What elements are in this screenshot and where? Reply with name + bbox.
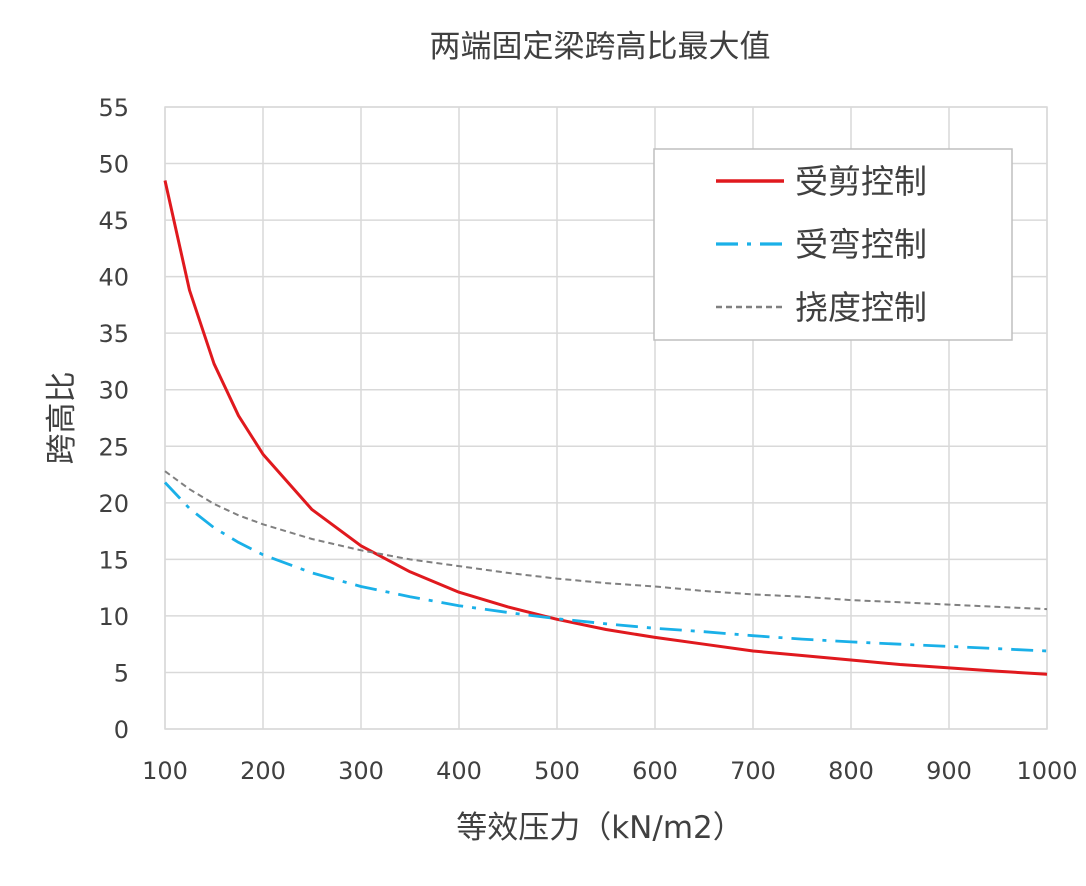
y-tick-label: 15 — [98, 546, 129, 574]
y-tick-label: 50 — [98, 151, 129, 179]
x-tick-labels: 100 200 300 400 500 600 700 800 900 1000 — [142, 757, 1077, 785]
series-lines — [163, 180, 1048, 676]
y-tick-labels: 0 5 10 15 20 25 30 35 40 45 50 55 — [98, 94, 129, 744]
y-tick-label: 20 — [98, 490, 129, 518]
y-tick-label: 10 — [98, 603, 129, 631]
x-tick-label: 100 — [142, 757, 188, 785]
x-axis-title: 等效压力（kN/m2） — [456, 810, 744, 846]
y-tick-label: 30 — [98, 377, 129, 405]
legend-box — [653, 148, 1013, 341]
y-axis-title: 跨高比 — [44, 372, 80, 465]
y-tick-label: 45 — [98, 207, 129, 235]
y-tick-label: 35 — [98, 320, 129, 348]
x-tick-label: 500 — [534, 757, 580, 785]
series-line-1 — [163, 481, 1048, 653]
y-tick-label: 25 — [98, 433, 129, 461]
y-tick-label: 0 — [114, 716, 129, 744]
x-tick-label: 1000 — [1016, 757, 1077, 785]
legend-label-0: 受剪控制 — [795, 162, 927, 201]
x-tick-label: 700 — [730, 757, 776, 785]
plot-area-border — [164, 106, 1048, 730]
y-tick-label: 40 — [98, 264, 129, 292]
x-tick-label: 300 — [338, 757, 384, 785]
y-tick-label: 55 — [98, 94, 129, 122]
series-line-2 — [164, 470, 1048, 611]
x-tick-label: 900 — [926, 757, 972, 785]
x-tick-label: 800 — [828, 757, 874, 785]
x-tick-label: 200 — [240, 757, 286, 785]
chart-title: 两端固定梁跨高比最大值 — [430, 29, 771, 65]
y-tick-label: 5 — [114, 659, 129, 687]
series-line-0 — [163, 180, 1048, 676]
legend-label-1: 受弯控制 — [795, 225, 927, 264]
x-tick-label: 400 — [436, 757, 482, 785]
legend-label-2: 挠度控制 — [795, 288, 927, 327]
x-tick-label: 600 — [632, 757, 678, 785]
